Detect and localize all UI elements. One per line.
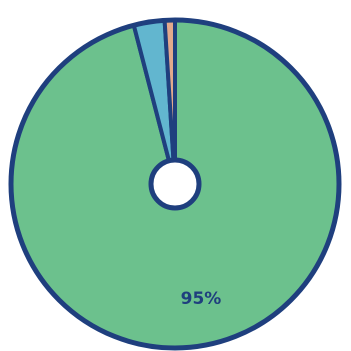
pie-outline bbox=[8, 17, 342, 351]
slice-label-main: 95% bbox=[181, 289, 222, 309]
donut-hole bbox=[148, 157, 202, 211]
